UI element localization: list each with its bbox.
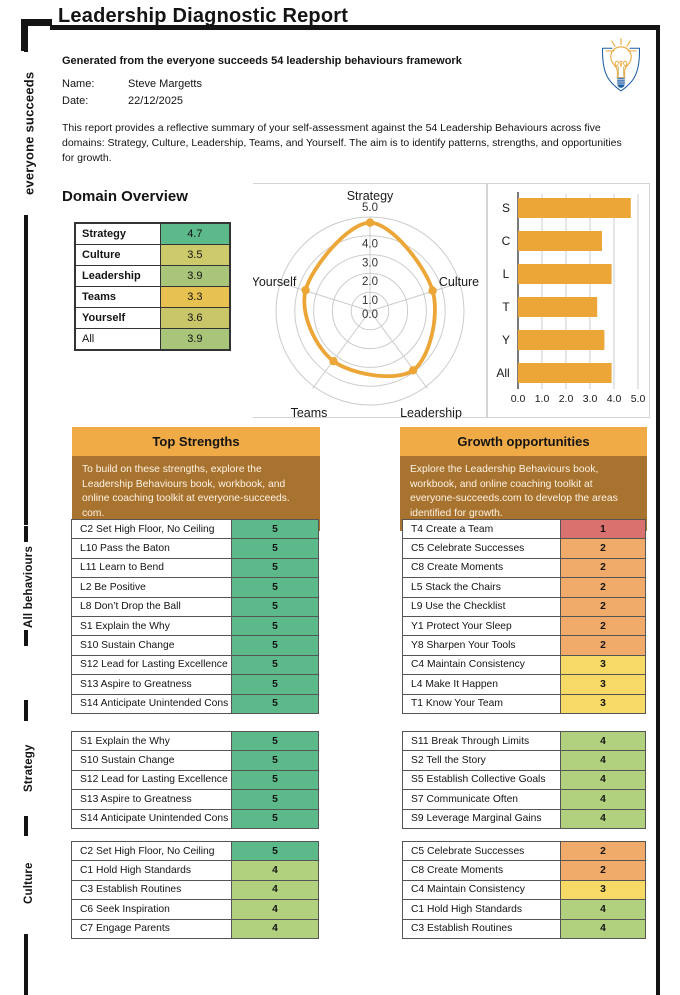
svg-text:1.0: 1.0 bbox=[535, 393, 550, 405]
svg-text:5.0: 5.0 bbox=[631, 393, 646, 405]
svg-text:Y: Y bbox=[502, 333, 510, 347]
svg-text:1.0: 1.0 bbox=[362, 295, 378, 307]
svg-text:3.0: 3.0 bbox=[362, 257, 378, 269]
svg-text:S: S bbox=[502, 201, 510, 215]
svg-text:L: L bbox=[503, 267, 510, 281]
svg-text:2.0: 2.0 bbox=[559, 393, 574, 405]
svg-text:3.0: 3.0 bbox=[583, 393, 598, 405]
svg-text:C: C bbox=[502, 234, 511, 248]
svg-text:Yourself: Yourself bbox=[253, 275, 297, 289]
svg-text:Leadership: Leadership bbox=[400, 406, 462, 419]
svg-text:0.0: 0.0 bbox=[511, 393, 526, 405]
svg-text:All: All bbox=[496, 366, 509, 380]
svg-text:0.0: 0.0 bbox=[362, 309, 378, 321]
svg-text:2.0: 2.0 bbox=[362, 276, 378, 288]
svg-text:Teams: Teams bbox=[291, 406, 328, 419]
svg-text:5.0: 5.0 bbox=[362, 202, 378, 214]
svg-text:4.0: 4.0 bbox=[607, 393, 622, 405]
svg-text:Culture: Culture bbox=[439, 275, 479, 289]
svg-text:T: T bbox=[502, 300, 510, 314]
svg-text:4.0: 4.0 bbox=[362, 239, 378, 251]
svg-text:Strategy: Strategy bbox=[347, 189, 394, 203]
